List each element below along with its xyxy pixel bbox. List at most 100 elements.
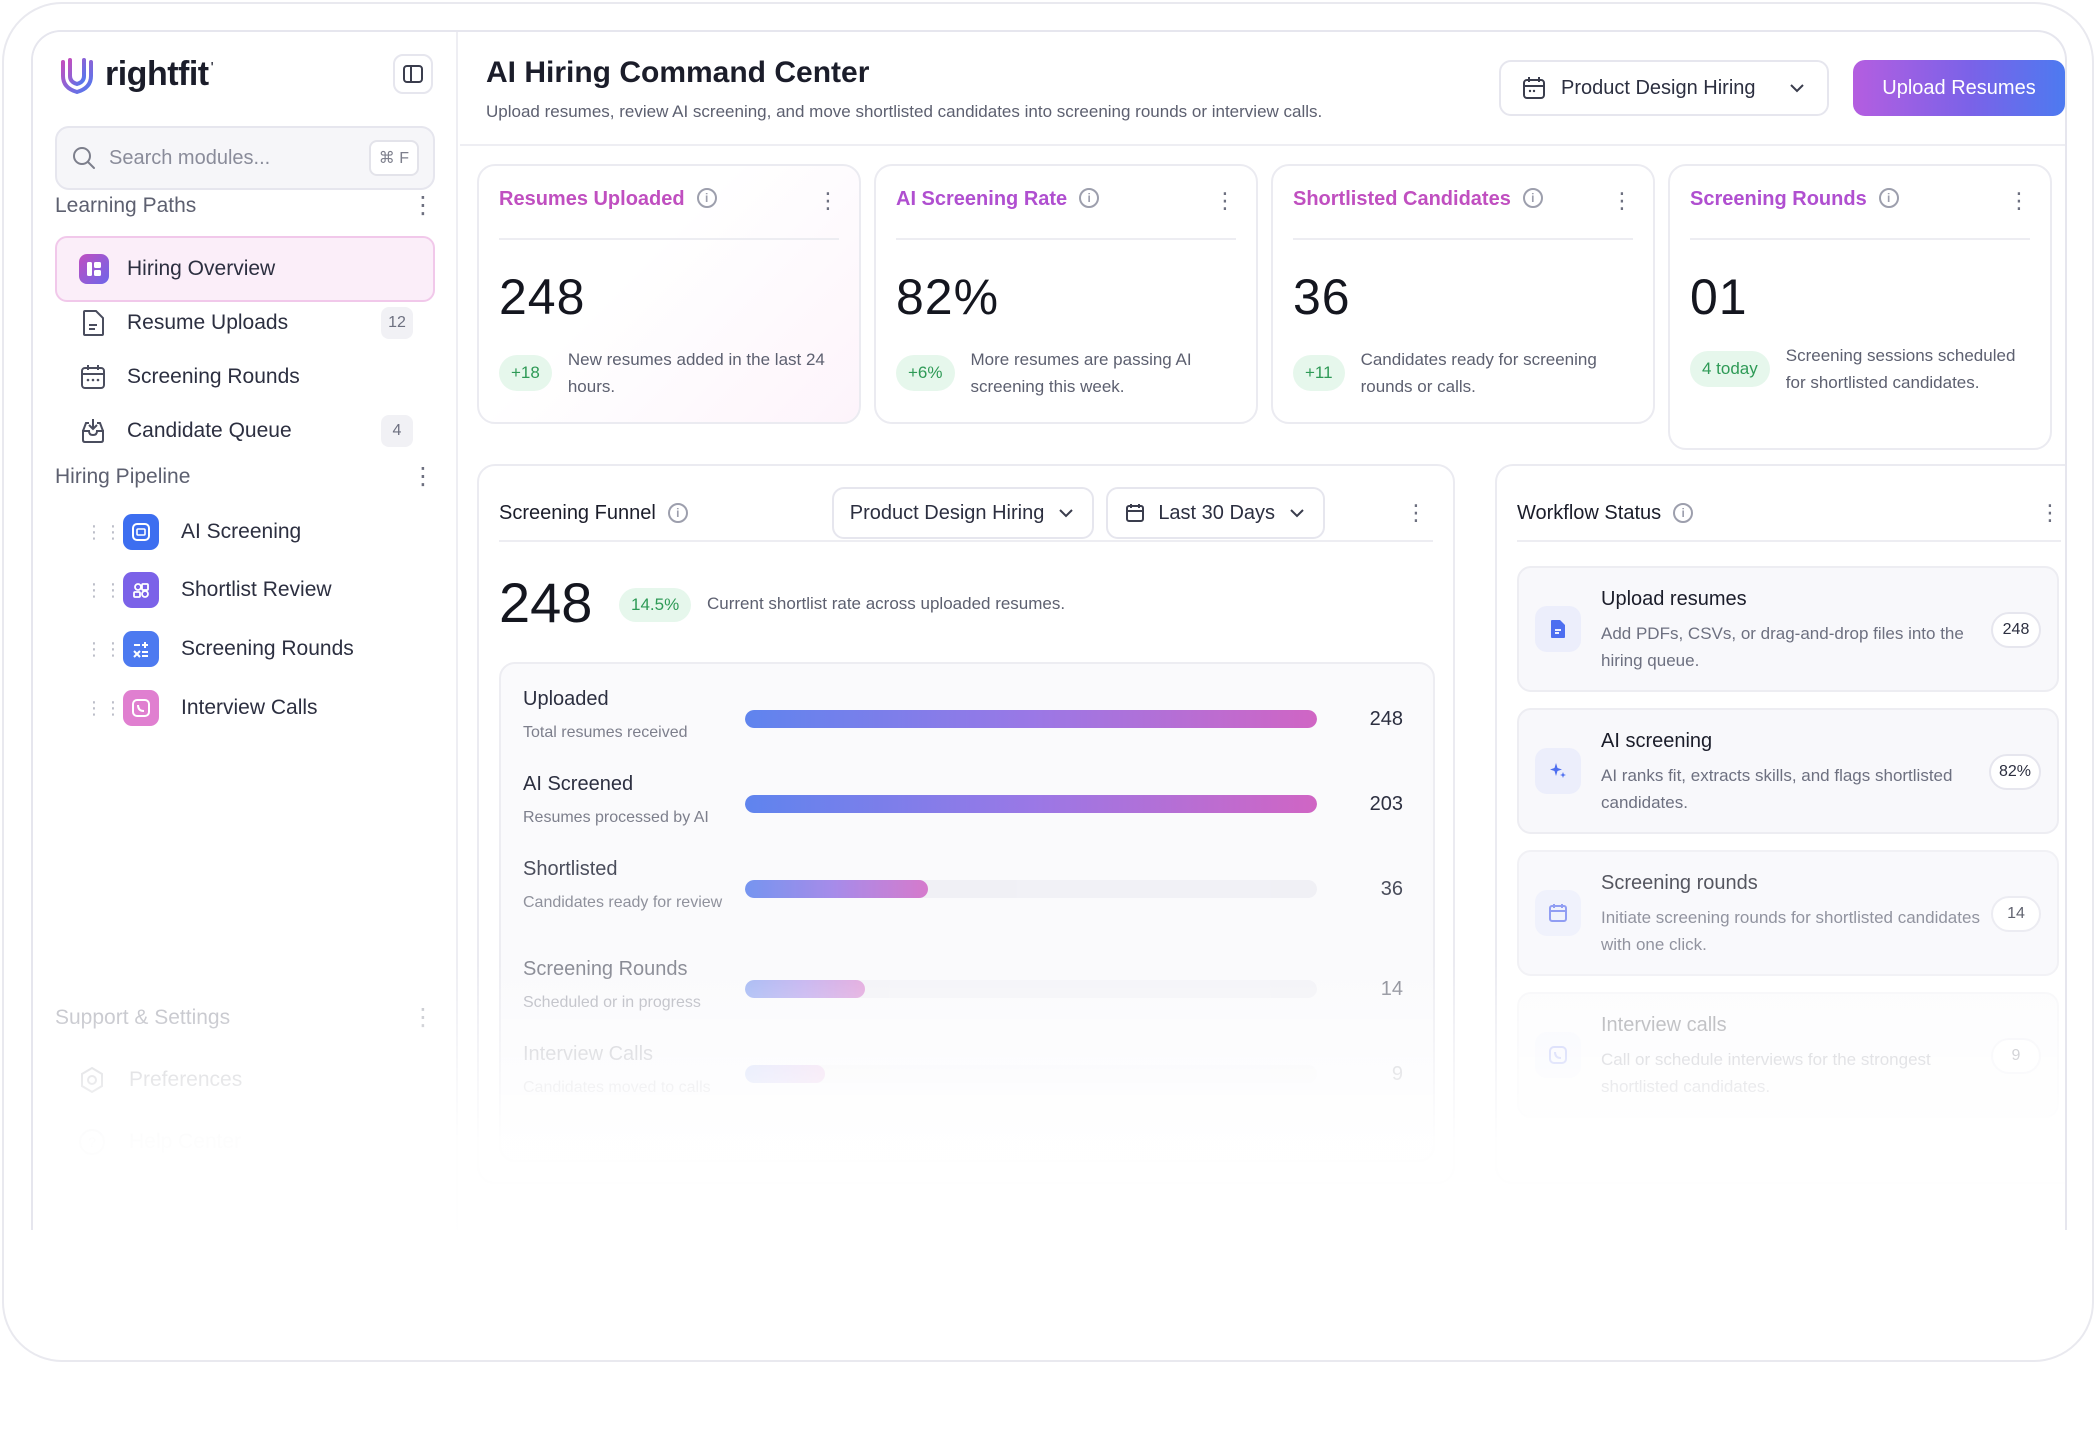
shortlist-rate-badge: 14.5%	[619, 588, 692, 622]
stage-bar-track	[745, 1065, 1317, 1083]
sidebar-toggle-icon	[403, 65, 423, 83]
workflow-title: Upload resumes	[1601, 588, 1747, 610]
workflow-title: Interview calls	[1601, 1014, 1727, 1036]
panel-title: Screening Funnel	[499, 501, 656, 524]
stage-bar-fill	[745, 710, 1317, 728]
info-icon[interactable]: i	[1079, 188, 1100, 208]
stage-value: 36	[1380, 878, 1403, 900]
more-icon[interactable]: ⋮	[1405, 500, 1427, 525]
sidebar-item-help-center[interactable]: ? Help Center	[77, 1112, 241, 1172]
drag-handle-icon[interactable]: ⋮⋮	[85, 522, 123, 542]
sidebar-item-label: Preferences	[129, 1068, 243, 1091]
funnel-role-select[interactable]: Product Design Hiring	[831, 487, 1095, 539]
rightfit-logo-icon	[61, 56, 93, 94]
calendar-icon	[1535, 890, 1581, 936]
stat-header: Shortlisted Candidates i ⋮	[1293, 188, 1633, 240]
document-icon	[83, 310, 104, 336]
sidebar-item-candidate-queue[interactable]: Candidate Queue 4	[55, 398, 435, 464]
page-subtitle: Upload resumes, review AI screening, and…	[486, 102, 1323, 121]
stage-label: Interview Calls	[523, 1043, 654, 1065]
sidebar-item-label: Screening Rounds	[181, 637, 354, 660]
sidebar-item-label: Shortlist Review	[181, 578, 332, 601]
layout-icon	[79, 254, 109, 284]
funnel-stage-row: Interview Calls Candidates moved to calls…	[523, 1043, 1413, 1113]
stage-label: AI Screened	[523, 773, 634, 795]
main-content: AI Hiring Command Center Upload resumes,…	[460, 32, 2065, 1230]
chevron-down-icon	[1059, 509, 1074, 518]
info-icon[interactable]: i	[1522, 188, 1543, 208]
info-icon[interactable]: i	[667, 503, 688, 523]
drag-handle-icon[interactable]: ⋮⋮	[85, 698, 123, 718]
more-icon[interactable]: ⋮	[817, 188, 839, 213]
more-icon[interactable]: ⋮	[411, 463, 435, 490]
ai-chip-icon	[123, 514, 159, 550]
shortlist-rate-description: Current shortlist rate across uploaded r…	[707, 594, 1066, 613]
sidebar-item-preferences[interactable]: Preferences	[77, 1050, 242, 1110]
sidebar-item-ai-screening[interactable]: ⋮⋮ AI Screening	[85, 502, 301, 562]
sidebar-item-label: Resume Uploads	[127, 311, 289, 334]
workflow-item-interview-calls[interactable]: Interview calls Call or schedule intervi…	[1517, 992, 2059, 1118]
section-hiring-pipeline: Hiring Pipeline ⋮	[55, 465, 435, 489]
calendar-icon	[81, 365, 105, 389]
workflow-count: 14	[1991, 896, 2041, 932]
sidebar-item-label: Interview Calls	[181, 696, 318, 719]
collapse-sidebar-button[interactable]	[393, 54, 433, 94]
stage-bar-track	[745, 710, 1317, 728]
sidebar-item-screening-rounds-pipeline[interactable]: ⋮⋮ Screening Rounds	[85, 619, 354, 679]
search-input[interactable]: Search modules...	[109, 146, 271, 169]
delta-badge: 4 today	[1690, 351, 1770, 387]
stage-value: 203	[1369, 793, 1403, 815]
more-icon[interactable]: ⋮	[2008, 188, 2030, 213]
upload-resumes-button[interactable]: Upload Resumes	[1853, 60, 2065, 116]
workflow-title: AI screening	[1601, 730, 1713, 752]
drag-handle-icon[interactable]: ⋮⋮	[85, 580, 123, 600]
stage-bar-fill	[745, 880, 929, 898]
delta-badge: +11	[1293, 355, 1345, 391]
role-select[interactable]: Product Design Hiring	[1499, 60, 1829, 116]
stage-bar-track	[745, 880, 1317, 898]
sidebar-item-label: Hiring Overview	[127, 257, 276, 280]
brand-logo[interactable]: rightfit '	[57, 54, 214, 94]
date-range-select[interactable]: Last 30 Days	[1106, 487, 1326, 539]
stat-card-resumes-uploaded: Resumes Uploaded i ⋮ 248 +18 New resumes…	[477, 164, 861, 424]
workflow-item-upload[interactable]: Upload resumes Add PDFs, CSVs, or drag-a…	[1517, 566, 2059, 692]
more-icon[interactable]: ⋮	[411, 1004, 435, 1031]
info-icon[interactable]: i	[1673, 503, 1694, 523]
more-icon[interactable]: ⋮	[411, 192, 435, 219]
stat-header: AI Screening Rate i ⋮	[896, 188, 1236, 240]
workflow-item-screening-rounds[interactable]: Screening rounds Initiate screening roun…	[1517, 850, 2059, 976]
more-icon[interactable]: ⋮	[1214, 188, 1236, 213]
section-learning-paths: Learning Paths ⋮	[55, 194, 435, 218]
sidebar-item-interview-calls[interactable]: ⋮⋮ Interview Calls	[85, 678, 318, 738]
drag-handle-icon[interactable]: ⋮⋮	[85, 639, 123, 659]
funnel-stage-row: Uploaded Total resumes received 248	[523, 688, 1413, 758]
sidebar-item-label: Help Center	[129, 1130, 242, 1153]
stat-description: More resumes are passing AI screening th…	[970, 350, 1192, 396]
section-support-settings: Support & Settings ⋮	[55, 1006, 435, 1030]
section-title: Learning Paths	[55, 194, 197, 217]
stat-label: Shortlisted Candidates	[1293, 188, 1511, 210]
workflow-item-ai-screening[interactable]: AI screening AI ranks fit, extracts skil…	[1517, 708, 2059, 834]
module-search[interactable]: Search modules... ⌘ F	[55, 126, 435, 190]
sidebar-item-resume-uploads[interactable]: Resume Uploads 12	[55, 290, 435, 356]
info-icon[interactable]: i	[696, 188, 717, 208]
sidebar: rightfit ' Search modules... ⌘ F Learnin…	[33, 32, 458, 1230]
funnel-stage-row: Screening Rounds Scheduled or in progress…	[523, 958, 1413, 1028]
sidebar-item-screening-rounds[interactable]: Screening Rounds	[55, 344, 435, 410]
workflow-count: 9	[1991, 1038, 2041, 1074]
shortlist-icon	[123, 572, 159, 608]
funnel-stage-row: AI Screened Resumes processed by AI 203	[523, 773, 1413, 843]
info-icon[interactable]: i	[1878, 188, 1899, 208]
brand-mark: '	[210, 60, 214, 77]
stage-sublabel: Candidates ready for review	[523, 894, 723, 911]
stage-bar-fill	[745, 795, 1317, 813]
stat-value: 01	[1690, 269, 1748, 325]
stage-sublabel: Scheduled or in progress	[523, 994, 701, 1011]
sidebar-item-shortlist-review[interactable]: ⋮⋮ Shortlist Review	[85, 560, 332, 620]
funnel-stage-row: Shortlisted Candidates ready for review 36	[523, 858, 1413, 928]
stat-description: Screening sessions scheduled for shortli…	[1785, 346, 2016, 392]
sidebar-item-hiring-overview[interactable]: Hiring Overview	[55, 236, 435, 302]
more-icon[interactable]: ⋮	[2039, 500, 2061, 525]
section-title: Support & Settings	[55, 1006, 231, 1029]
more-icon[interactable]: ⋮	[1611, 188, 1633, 213]
